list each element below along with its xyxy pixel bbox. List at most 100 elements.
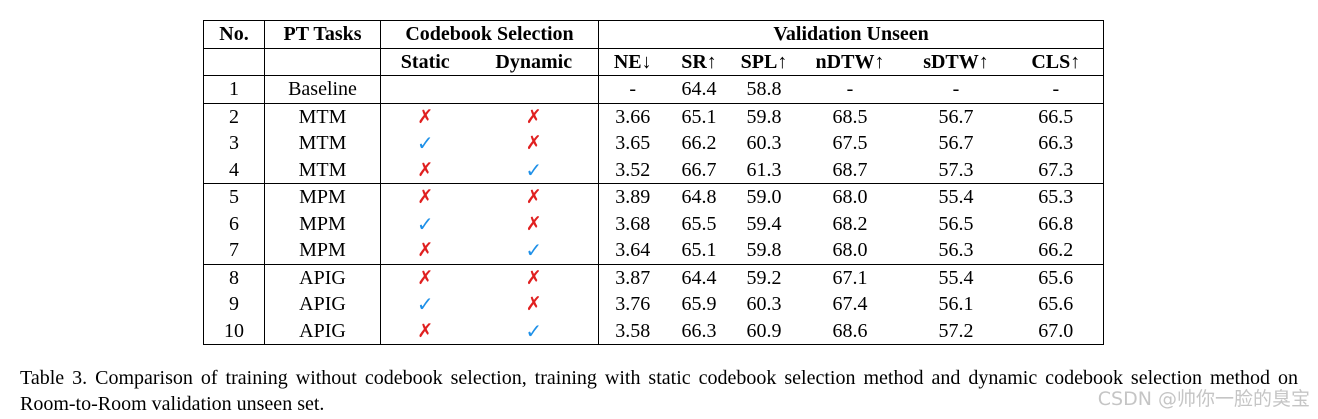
cell-ne: 3.87 <box>615 266 651 289</box>
cell-ne: 3.89 <box>615 186 651 209</box>
cell-dynamic: ✓ <box>469 317 599 345</box>
cell-spl: 59.2 <box>746 266 782 289</box>
cell-no: 2 <box>203 103 265 130</box>
table-row: 9 APIG ✓ ✗ 3.76 65.9 60.3 67.4 56.1 65.6 <box>203 291 1105 318</box>
cell-static: ✗ <box>417 186 434 209</box>
cell-ne: 3.58 <box>598 317 667 345</box>
cell-spl: 59.4 <box>746 212 782 235</box>
cell-dynamic: ✗ <box>469 291 599 318</box>
header-row-1: No. PT Tasks Codebook Selection Validati… <box>203 20 1105 49</box>
cell-spl: 58.8 <box>731 75 797 104</box>
cell-dynamic: ✗ <box>469 210 599 237</box>
cell-static: ✗ <box>417 105 434 128</box>
cell-no: 7 <box>203 237 265 265</box>
cell-spl: 59.8 <box>746 105 782 128</box>
cell-sdtw: 57.2 <box>903 317 1009 345</box>
cell-sdtw: 57.3 <box>903 156 1009 184</box>
cell-sr: 64.4 <box>666 75 732 104</box>
table-row: 10 APIG ✗ ✓ 3.58 66.3 60.9 68.6 57.2 67.0 <box>203 317 1105 345</box>
cell-ndtw: 68.0 <box>796 237 904 265</box>
cell-dynamic: ✗ <box>469 103 599 130</box>
cell-task: APIG <box>264 291 381 318</box>
cell-ndtw: 67.1 <box>832 266 868 289</box>
cell-cls: 66.2 <box>1008 237 1105 265</box>
watermark: CSDN @帅你一脸的臭宝 <box>1097 388 1310 410</box>
cell-spl: 60.9 <box>731 317 797 345</box>
table-row: 1 Baseline -64.4 58.8- - - <box>203 75 1105 104</box>
cell-static: ✗ <box>417 266 434 289</box>
cell-ndtw: 68.2 <box>832 212 868 235</box>
cell-sr: 66.2 <box>681 132 717 155</box>
header-row-2: Static Dynamic NE↓ SR↑ SPL↑ nDTW↑ sDTW↑ … <box>203 48 1105 76</box>
table-row: 2 MTM ✗ ✗ 3.66 65.1 59.8 68.5 56.7 66.5 <box>203 103 1105 130</box>
header-no: No. <box>203 20 265 49</box>
cell-task: MPM <box>264 183 381 211</box>
cell-no: 9 <box>203 291 265 318</box>
header-metric-sdtw: sDTW↑ <box>903 48 1009 76</box>
cell-static: ✗ <box>380 156 470 184</box>
cell-no: 4 <box>203 156 265 184</box>
cell-dynamic: ✗ <box>469 264 599 291</box>
cell-task: APIG <box>264 264 381 291</box>
cell-dynamic: ✗ <box>469 130 599 157</box>
cell-task: APIG <box>264 317 381 345</box>
cell-static: ✗ <box>380 237 470 265</box>
cell-ne: 3.66 <box>615 105 651 128</box>
header-validation-unseen: Validation Unseen <box>598 20 1105 49</box>
cell-sr: 66.7 <box>666 156 732 184</box>
header-metric-spl: SPL↑ <box>731 48 797 76</box>
cell-cls: 65.6 <box>1008 264 1105 291</box>
cell-task: MPM <box>264 237 381 265</box>
cell-static: ✓ <box>416 131 434 156</box>
header-dynamic: Dynamic <box>469 48 599 76</box>
header-codebook-selection: Codebook Selection <box>380 20 599 49</box>
results-table: No. PT Tasks Codebook Selection Validati… <box>203 20 1105 345</box>
cell-cls: 66.5 <box>1008 103 1105 130</box>
table-body: 1 Baseline -64.4 58.8- - -2 MTM ✗ ✗ 3.66 65.1 59.8 6… <box>203 75 1105 345</box>
cell-sr: 65.1 <box>681 105 717 128</box>
cell-spl: 59.8 <box>731 237 797 265</box>
cell-sr: 64.4 <box>681 266 717 289</box>
cell-sr: 66.3 <box>666 317 732 345</box>
cell-sdtw: 55.4 <box>938 186 974 209</box>
cell-static: ✓ <box>416 211 434 236</box>
cell-cls: 67.3 <box>1008 156 1105 184</box>
header-metric-cls: CLS↑ <box>1008 48 1105 76</box>
cell-no: 1 <box>203 75 265 104</box>
cell-no: 5 <box>203 183 265 211</box>
header-task-blank <box>264 48 381 76</box>
cell-task: MTM <box>264 103 381 130</box>
cell-static: ✗ <box>380 317 470 345</box>
cell-sdtw: 56.7 <box>938 105 974 128</box>
cell-static: ✓ <box>416 292 434 317</box>
cell-task: MTM <box>264 156 381 184</box>
header-no-blank <box>203 48 265 76</box>
cell-ndtw: 68.6 <box>796 317 904 345</box>
cell-sdtw: 56.3 <box>903 237 1009 265</box>
header-metric-ndtw: nDTW↑ <box>796 48 904 76</box>
cell-sr: 65.1 <box>666 237 732 265</box>
table-row: 7 MPM ✗ ✓ 3.64 65.1 59.8 68.0 56.3 66.2 <box>203 237 1105 265</box>
cell-cls: - <box>1008 75 1105 104</box>
table-row: 6 MPM ✓ ✗ 3.68 65.5 59.4 68.2 56.5 66.8 <box>203 210 1105 237</box>
cell-task: Baseline <box>264 75 381 104</box>
cell-sr: 65.9 <box>681 293 717 316</box>
header-metric-ne: NE↓ <box>598 48 667 76</box>
cell-spl: 59.0 <box>746 186 782 209</box>
cell-no: 6 <box>203 210 265 237</box>
cell-ne: 3.65 <box>615 132 651 155</box>
results-table-container: No. PT Tasks Codebook Selection Validati… <box>203 20 1105 345</box>
cell-ndtw: - <box>796 75 904 104</box>
cell-ne: 3.68 <box>615 212 651 235</box>
cell-cls: 66.3 <box>1008 130 1105 157</box>
table-row: 5 MPM ✗ ✗ 3.89 64.8 59.0 68.0 55.4 65.3 <box>203 183 1105 211</box>
cell-spl: 60.3 <box>746 132 782 155</box>
cell-ne: 3.64 <box>598 237 667 265</box>
cell-static <box>380 75 470 104</box>
cell-ndtw: 67.5 <box>832 132 868 155</box>
table-row: 3 MTM ✓ ✗ 3.65 66.2 60.3 67.5 56.7 66.3 <box>203 130 1105 157</box>
cell-spl: 61.3 <box>731 156 797 184</box>
cell-ndtw: 68.0 <box>832 186 868 209</box>
cell-no: 8 <box>203 264 265 291</box>
table-row: 8 APIG ✗ ✗ 3.87 64.4 59.2 67.1 55.4 65.6 <box>203 264 1105 291</box>
